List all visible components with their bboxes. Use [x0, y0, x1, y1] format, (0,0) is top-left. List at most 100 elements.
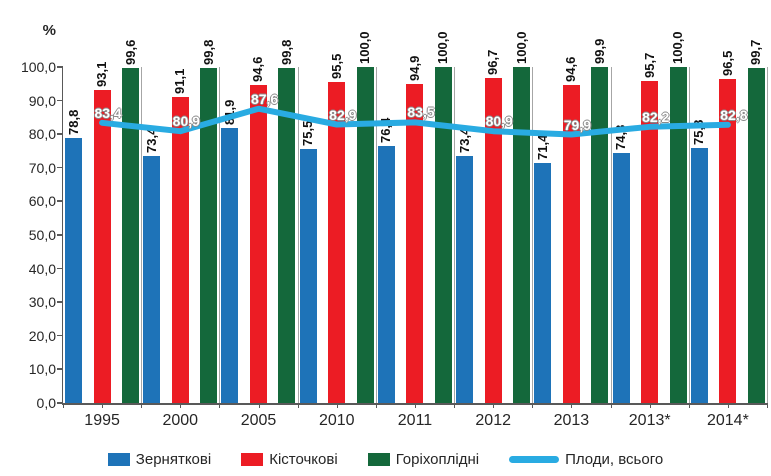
y-tick-label: 70,0 [28, 159, 56, 176]
y-axis-tick [57, 234, 63, 236]
bar-green [747, 68, 765, 403]
y-tick-label: 20,0 [28, 327, 56, 344]
x-tick-label: 2005 [240, 412, 277, 429]
legend: Зерняткові Кісточкові Горіхоплідні Плоди… [0, 446, 771, 472]
x-axis-tick [532, 403, 534, 408]
x-axis-tick [649, 403, 651, 408]
legend-label: Зерняткові [135, 450, 212, 468]
x-axis-tick [688, 403, 690, 408]
total-line-layer [99, 105, 731, 138]
bar-blue [143, 156, 161, 403]
bar-green [513, 67, 531, 403]
group-separator [375, 67, 377, 403]
bar-green [591, 67, 609, 403]
x-axis-tick [63, 403, 64, 408]
y-axis-tick [57, 166, 63, 169]
legend-swatch-red [241, 452, 264, 466]
bar-green [278, 67, 296, 403]
bar-red [171, 96, 189, 403]
line-value-label: 79,9 [563, 116, 592, 133]
y-tick-label: 60,0 [28, 193, 56, 210]
y-axis-tick [57, 301, 63, 303]
bar-blue [612, 153, 630, 403]
y-tick-label: 80,0 [28, 126, 56, 143]
group-separator [610, 67, 612, 403]
bar-green [434, 67, 452, 403]
legend-swatch-line [509, 455, 560, 463]
y-axis-tick [57, 267, 63, 270]
y-tick-label: 0,0 [36, 395, 56, 411]
bar-value-label: 100,0 [435, 31, 451, 64]
bar-value-label: 100,0 [357, 31, 373, 64]
x-axis-tick [102, 403, 104, 408]
y-axis-tick [57, 402, 63, 404]
legend-item-horikhoplidni: Горіхоплідні [367, 451, 479, 468]
line-value-label: 83,4 [94, 104, 122, 121]
legend-swatch-green [367, 452, 390, 466]
x-tick-label: 2013* [628, 412, 671, 429]
line-value-label: 82,9 [329, 106, 357, 123]
bar-blue [690, 148, 708, 403]
y-axis-tick [57, 133, 63, 135]
group-separator [688, 67, 690, 403]
bar-blue [377, 146, 395, 403]
bar-value-label: 99,8 [200, 39, 216, 65]
bar-value-label: 99,8 [278, 39, 294, 65]
y-axis-tick [57, 200, 63, 202]
y-axis-line [61, 67, 63, 404]
line-value-label: 87,6 [250, 90, 279, 107]
group-separator [219, 67, 221, 403]
x-axis-tick [454, 403, 456, 408]
x-axis-tick [219, 403, 221, 408]
x-axis-tick [297, 403, 299, 408]
x-axis-tick [375, 403, 377, 408]
group-separator [141, 67, 143, 403]
x-axis-tick [141, 403, 143, 408]
x-axis-tick [415, 403, 416, 408]
legend-label: Кісточкові [269, 450, 338, 468]
x-tick-label: 2012 [475, 412, 511, 429]
x-axis-tick [336, 403, 338, 408]
line-value-label: 82,2 [642, 108, 670, 125]
bar-red [719, 78, 737, 403]
x-axis-tick [571, 403, 573, 408]
line-value-label: 82,8 [720, 106, 748, 123]
y-axis-tick [57, 66, 63, 68]
legend-label: Плоди, всього [565, 450, 664, 468]
x-axis-tick [767, 403, 768, 408]
bar-green [200, 67, 218, 403]
y-tick-label: 50,0 [28, 227, 56, 243]
x-axis-tick [610, 403, 612, 408]
bar-blue [534, 163, 552, 403]
y-tick-label: 30,0 [28, 294, 56, 311]
bar-blue [299, 149, 317, 403]
total-line [99, 105, 731, 138]
bar-blue [456, 156, 474, 403]
x-axis-tick [180, 403, 182, 408]
y-tick-label: 90,0 [28, 92, 56, 109]
legend-item-zerniatkovi: Зерняткові [107, 450, 212, 468]
line-value-label: 80,9 [172, 113, 200, 130]
bar-red [484, 78, 502, 403]
group-separator [532, 67, 534, 403]
bar-green [356, 67, 374, 403]
x-axis-line [61, 403, 767, 405]
y-axis-title: % [42, 22, 56, 39]
x-tick-label: 2014* [706, 412, 749, 429]
x-axis-tick [493, 403, 495, 408]
bar-red [406, 84, 424, 403]
x-tick-label: 2013 [553, 412, 590, 429]
bar-red [249, 85, 267, 403]
bar-green [669, 67, 687, 403]
bar-blue [65, 138, 82, 403]
y-tick-label: 10,0 [28, 361, 56, 378]
x-tick-label: 2010 [318, 412, 355, 429]
group-separator [297, 67, 299, 403]
bar-value-label: 100,0 [670, 31, 686, 64]
group-separator [454, 67, 456, 403]
bar-value-label: 99,6 [122, 39, 138, 66]
x-axis-tick [258, 403, 260, 408]
bar-green [122, 68, 139, 403]
line-value-label: 80,9 [485, 113, 513, 130]
x-axis-tick [727, 403, 729, 408]
